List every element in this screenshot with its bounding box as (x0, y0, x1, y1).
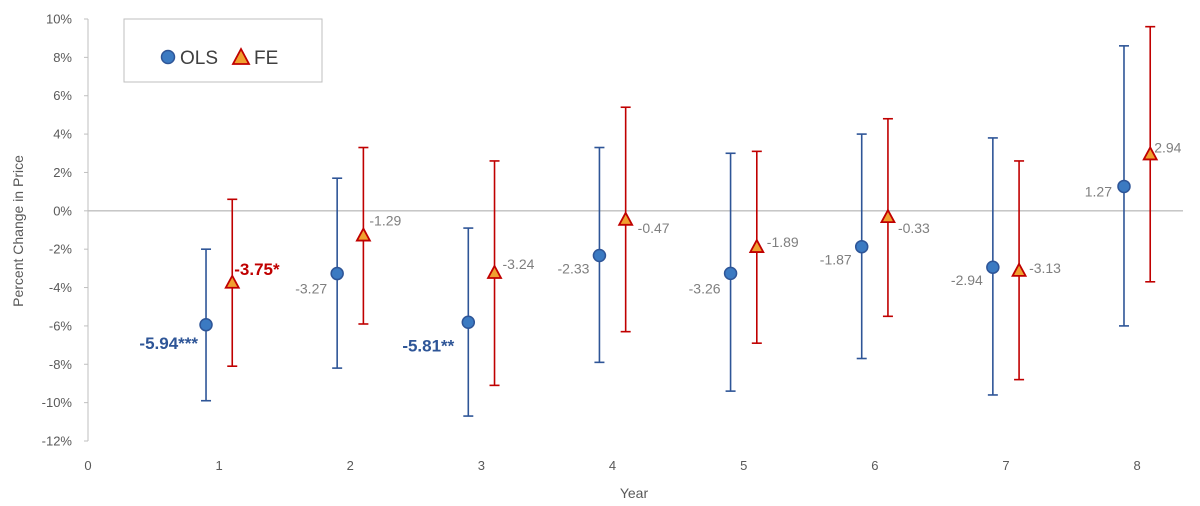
ols-point (986, 260, 1000, 274)
x-tick-label: 1 (216, 458, 223, 473)
y-tick-label: -6% (49, 318, 73, 333)
ols-point (854, 239, 869, 254)
fe-data-label: -3.24 (503, 256, 535, 272)
y-tick-label: 2% (53, 165, 72, 180)
fe-data-label: -1.89 (767, 234, 799, 250)
ols-data-label: -5.81** (402, 336, 454, 355)
fe-data-label: -3.13 (1029, 260, 1061, 276)
fe-point (1142, 145, 1159, 161)
axes (87, 19, 1183, 441)
ols-point (199, 318, 213, 332)
fe-point (355, 226, 372, 242)
x-tick-label: 4 (609, 458, 616, 473)
ols-point (330, 266, 344, 281)
ols-data-label: 1.27 (1085, 183, 1112, 199)
y-tick-label: 8% (53, 50, 72, 65)
fe-point (879, 208, 896, 224)
ols-data-label: -3.26 (689, 280, 721, 296)
x-tick-label: 8 (1133, 458, 1140, 473)
y-tick-label: 0% (53, 203, 72, 218)
fe-point (224, 273, 241, 289)
data-labels: -5.94*** -3.27 -5.81** -2.33 -3.26 -1.87 -2.94… (139, 139, 1181, 355)
y-tick-label: -12% (42, 434, 73, 449)
legend-fe-marker (231, 47, 251, 65)
error-bars (201, 25, 1156, 417)
y-axis-ticks: 10% 8% 6% 4% 2% 0% -2% -4% -6% -8% -10% -12% (42, 12, 88, 449)
y-tick-label: -10% (42, 395, 73, 410)
ols-point (723, 266, 738, 281)
y-tick-label: 4% (53, 127, 72, 142)
y-tick-label: 6% (53, 88, 72, 103)
x-tick-label: 3 (478, 458, 485, 473)
fe-point (617, 210, 634, 226)
ols-data-label: -2.94 (951, 272, 983, 288)
ols-point (461, 315, 476, 330)
y-tick-label: -8% (49, 357, 73, 372)
x-axis-ticks: 0 1 2 3 4 5 6 7 8 (84, 458, 1140, 473)
ols-data-label: -1.87 (820, 252, 852, 268)
y-tick-label: -4% (49, 280, 73, 295)
fe-data-label: -1.29 (369, 213, 401, 229)
fe-data-label: 2.94 (1154, 139, 1181, 155)
y-tick-label: 10% (46, 12, 72, 27)
legend-fe-label: FE (254, 48, 278, 69)
legend-ols-marker (160, 49, 176, 65)
x-tick-label: 7 (1002, 458, 1009, 473)
y-axis-title: Percent Change in Price (10, 155, 26, 307)
ols-data-label: -5.94*** (139, 334, 198, 353)
data-points (199, 145, 1159, 332)
legend-ols-label: OLS (180, 48, 218, 69)
x-tick-label: 5 (740, 458, 747, 473)
fe-data-label: -0.33 (898, 220, 930, 236)
x-tick-label: 0 (84, 458, 91, 473)
fe-point (1011, 261, 1028, 277)
y-tick-label: -2% (49, 242, 73, 257)
ols-data-label: -2.33 (558, 261, 590, 277)
ols-data-label: -3.27 (295, 281, 327, 297)
ols-point (1117, 179, 1131, 194)
ols-point (592, 248, 607, 263)
x-tick-label: 6 (871, 458, 878, 473)
x-axis-title: Year (620, 485, 649, 501)
legend: OLS FE (123, 18, 323, 83)
fe-point (486, 264, 503, 279)
fe-point (748, 238, 765, 253)
legend-box (123, 18, 323, 83)
x-tick-label: 2 (347, 458, 354, 473)
fe-data-label: -0.47 (638, 220, 670, 236)
fe-data-label: -3.75* (234, 260, 280, 279)
